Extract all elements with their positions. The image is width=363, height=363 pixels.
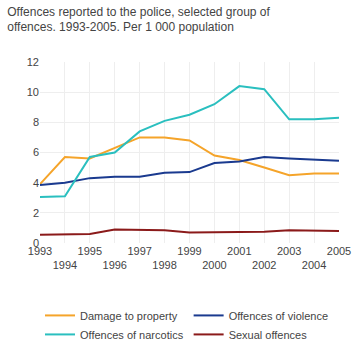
svg-text:Offences of narcotics: Offences of narcotics — [80, 329, 184, 341]
svg-text:1997: 1997 — [127, 245, 151, 257]
svg-text:2002: 2002 — [252, 259, 276, 271]
svg-text:8: 8 — [33, 116, 39, 128]
svg-text:10: 10 — [27, 86, 39, 98]
svg-text:2003: 2003 — [277, 245, 301, 257]
svg-text:Offences of violence: Offences of violence — [229, 310, 328, 322]
svg-text:Sexual offences: Sexual offences — [229, 329, 308, 341]
svg-text:1995: 1995 — [78, 245, 102, 257]
svg-text:1993: 1993 — [28, 245, 52, 257]
svg-text:1994: 1994 — [53, 259, 77, 271]
svg-text:Offences reported to the polic: Offences reported to the police, selecte… — [7, 5, 270, 35]
svg-text:2004: 2004 — [302, 259, 326, 271]
svg-text:0: 0 — [33, 237, 39, 249]
svg-text:2: 2 — [33, 207, 39, 219]
svg-text:1999: 1999 — [177, 245, 201, 257]
svg-text:12: 12 — [27, 56, 39, 68]
svg-text:1998: 1998 — [152, 259, 176, 271]
svg-text:1996: 1996 — [103, 259, 127, 271]
svg-text:Damage to property: Damage to property — [80, 310, 178, 322]
svg-text:2001: 2001 — [227, 245, 251, 257]
svg-text:2000: 2000 — [202, 259, 226, 271]
svg-text:2005: 2005 — [327, 245, 351, 257]
svg-text:4: 4 — [33, 177, 39, 189]
svg-text:6: 6 — [33, 146, 39, 158]
